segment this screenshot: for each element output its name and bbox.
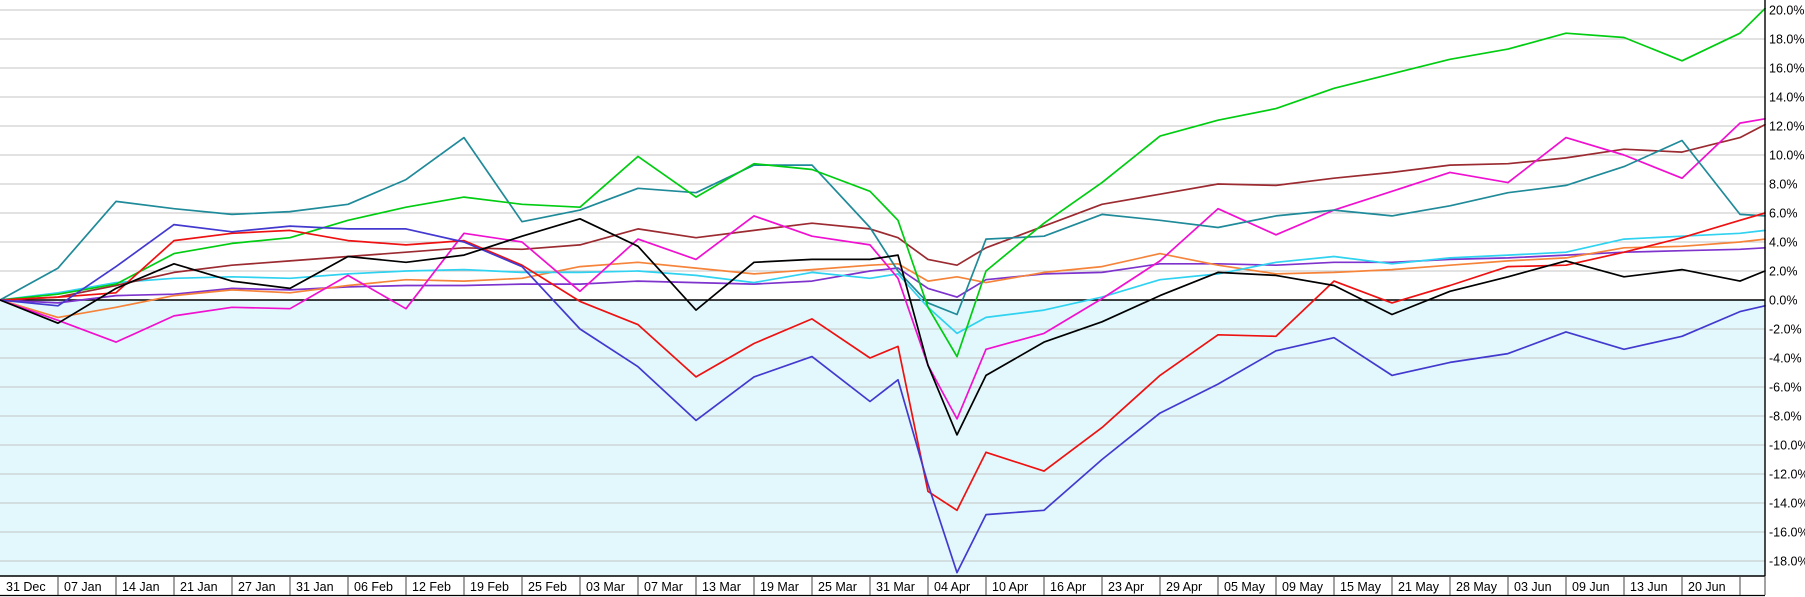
x-tick-label: 09 Jun [1572,580,1610,594]
y-tick-label: 4.0% [1769,236,1798,250]
series-orange-line [0,238,1766,319]
series-lines [0,7,1766,574]
series-red-line [0,212,1766,512]
x-tick-label: 19 Mar [760,580,799,594]
x-tick-label: 03 Mar [586,580,625,594]
x-tick-label: 13 Jun [1630,580,1668,594]
y-tick-label: -18.0% [1769,555,1805,569]
y-tick-label: 20.0% [1769,4,1804,18]
y-tick-label: 16.0% [1769,62,1804,76]
series-teal-line [0,136,1766,316]
y-tick-label: 12.0% [1769,120,1804,134]
x-tick-label: 25 Feb [528,580,567,594]
x-tick-label: 16 Apr [1050,580,1086,594]
plot-background-negative [0,300,1765,576]
x-tick-label: 31 Mar [876,580,915,594]
series-black-line [0,217,1766,436]
x-tick-label: 23 Apr [1108,580,1144,594]
x-tick-label: 21 Jan [180,580,218,594]
y-tick-label: 18.0% [1769,33,1804,47]
x-tick-label: 14 Jan [122,580,160,594]
x-tick-label: 31 Jan [296,580,334,594]
y-tick-label: -10.0% [1769,439,1805,453]
series-maroon-line [0,123,1766,301]
y-tick-label: 14.0% [1769,91,1804,105]
series-cyan-line [0,229,1766,335]
x-tick-label: 19 Feb [470,580,509,594]
gridlines [0,9,1765,562]
x-tick-label: 28 May [1456,580,1498,594]
x-tick-label: 31 Dec [6,580,46,594]
x-tick-label: 20 Jun [1688,580,1726,594]
x-axis-strip [0,576,1805,597]
series-magenta-line [0,117,1766,420]
y-tick-label: -12.0% [1769,468,1805,482]
y-tick-label: -8.0% [1769,410,1802,424]
x-tick-label: 05 May [1224,580,1266,594]
x-tick-label: 12 Feb [412,580,451,594]
y-tick-label: -16.0% [1769,526,1805,540]
y-tick-label: 10.0% [1769,149,1804,163]
x-tick-label: 27 Jan [238,580,276,594]
series-blue-line [0,223,1766,574]
y-tick-label: 2.0% [1769,265,1798,279]
x-tick-label: 04 Apr [934,580,970,594]
y-tick-label: 0.0% [1769,294,1798,308]
y-tick-label: -4.0% [1769,352,1802,366]
y-tick-label: 6.0% [1769,207,1798,221]
x-tick-label: 29 Apr [1166,580,1202,594]
series-green-line [0,7,1766,358]
x-tick-label: 07 Jan [64,580,102,594]
y-tick-label: -6.0% [1769,381,1802,395]
x-tick-label: 15 May [1340,580,1382,594]
x-tick-label: 09 May [1282,580,1324,594]
y-tick-label: 8.0% [1769,178,1798,192]
x-tick-label: 10 Apr [992,580,1028,594]
x-axis-labels: 31 Dec 07 Jan 14 Jan 21 Jan 27 Jan 31 Jan 06 F… [6,580,1726,594]
y-tick-label: -14.0% [1769,497,1805,511]
y-tick-label: -2.0% [1769,323,1802,337]
y-axis-labels: 20.0% 18.0% 16.0% 14.0% 12.0% 10.0% 8.0% 6.0% 4.… [1769,4,1805,569]
x-tick-label: 13 Mar [702,580,741,594]
x-tick-label: 06 Feb [354,580,393,594]
plot-background-positive [0,0,1765,300]
x-tick-label: 21 May [1398,580,1440,594]
x-tick-label: 07 Mar [644,580,683,594]
x-axis-tick-separators [57,576,1766,595]
x-tick-label: 03 Jun [1514,580,1552,594]
x-tick-label: 25 Mar [818,580,857,594]
